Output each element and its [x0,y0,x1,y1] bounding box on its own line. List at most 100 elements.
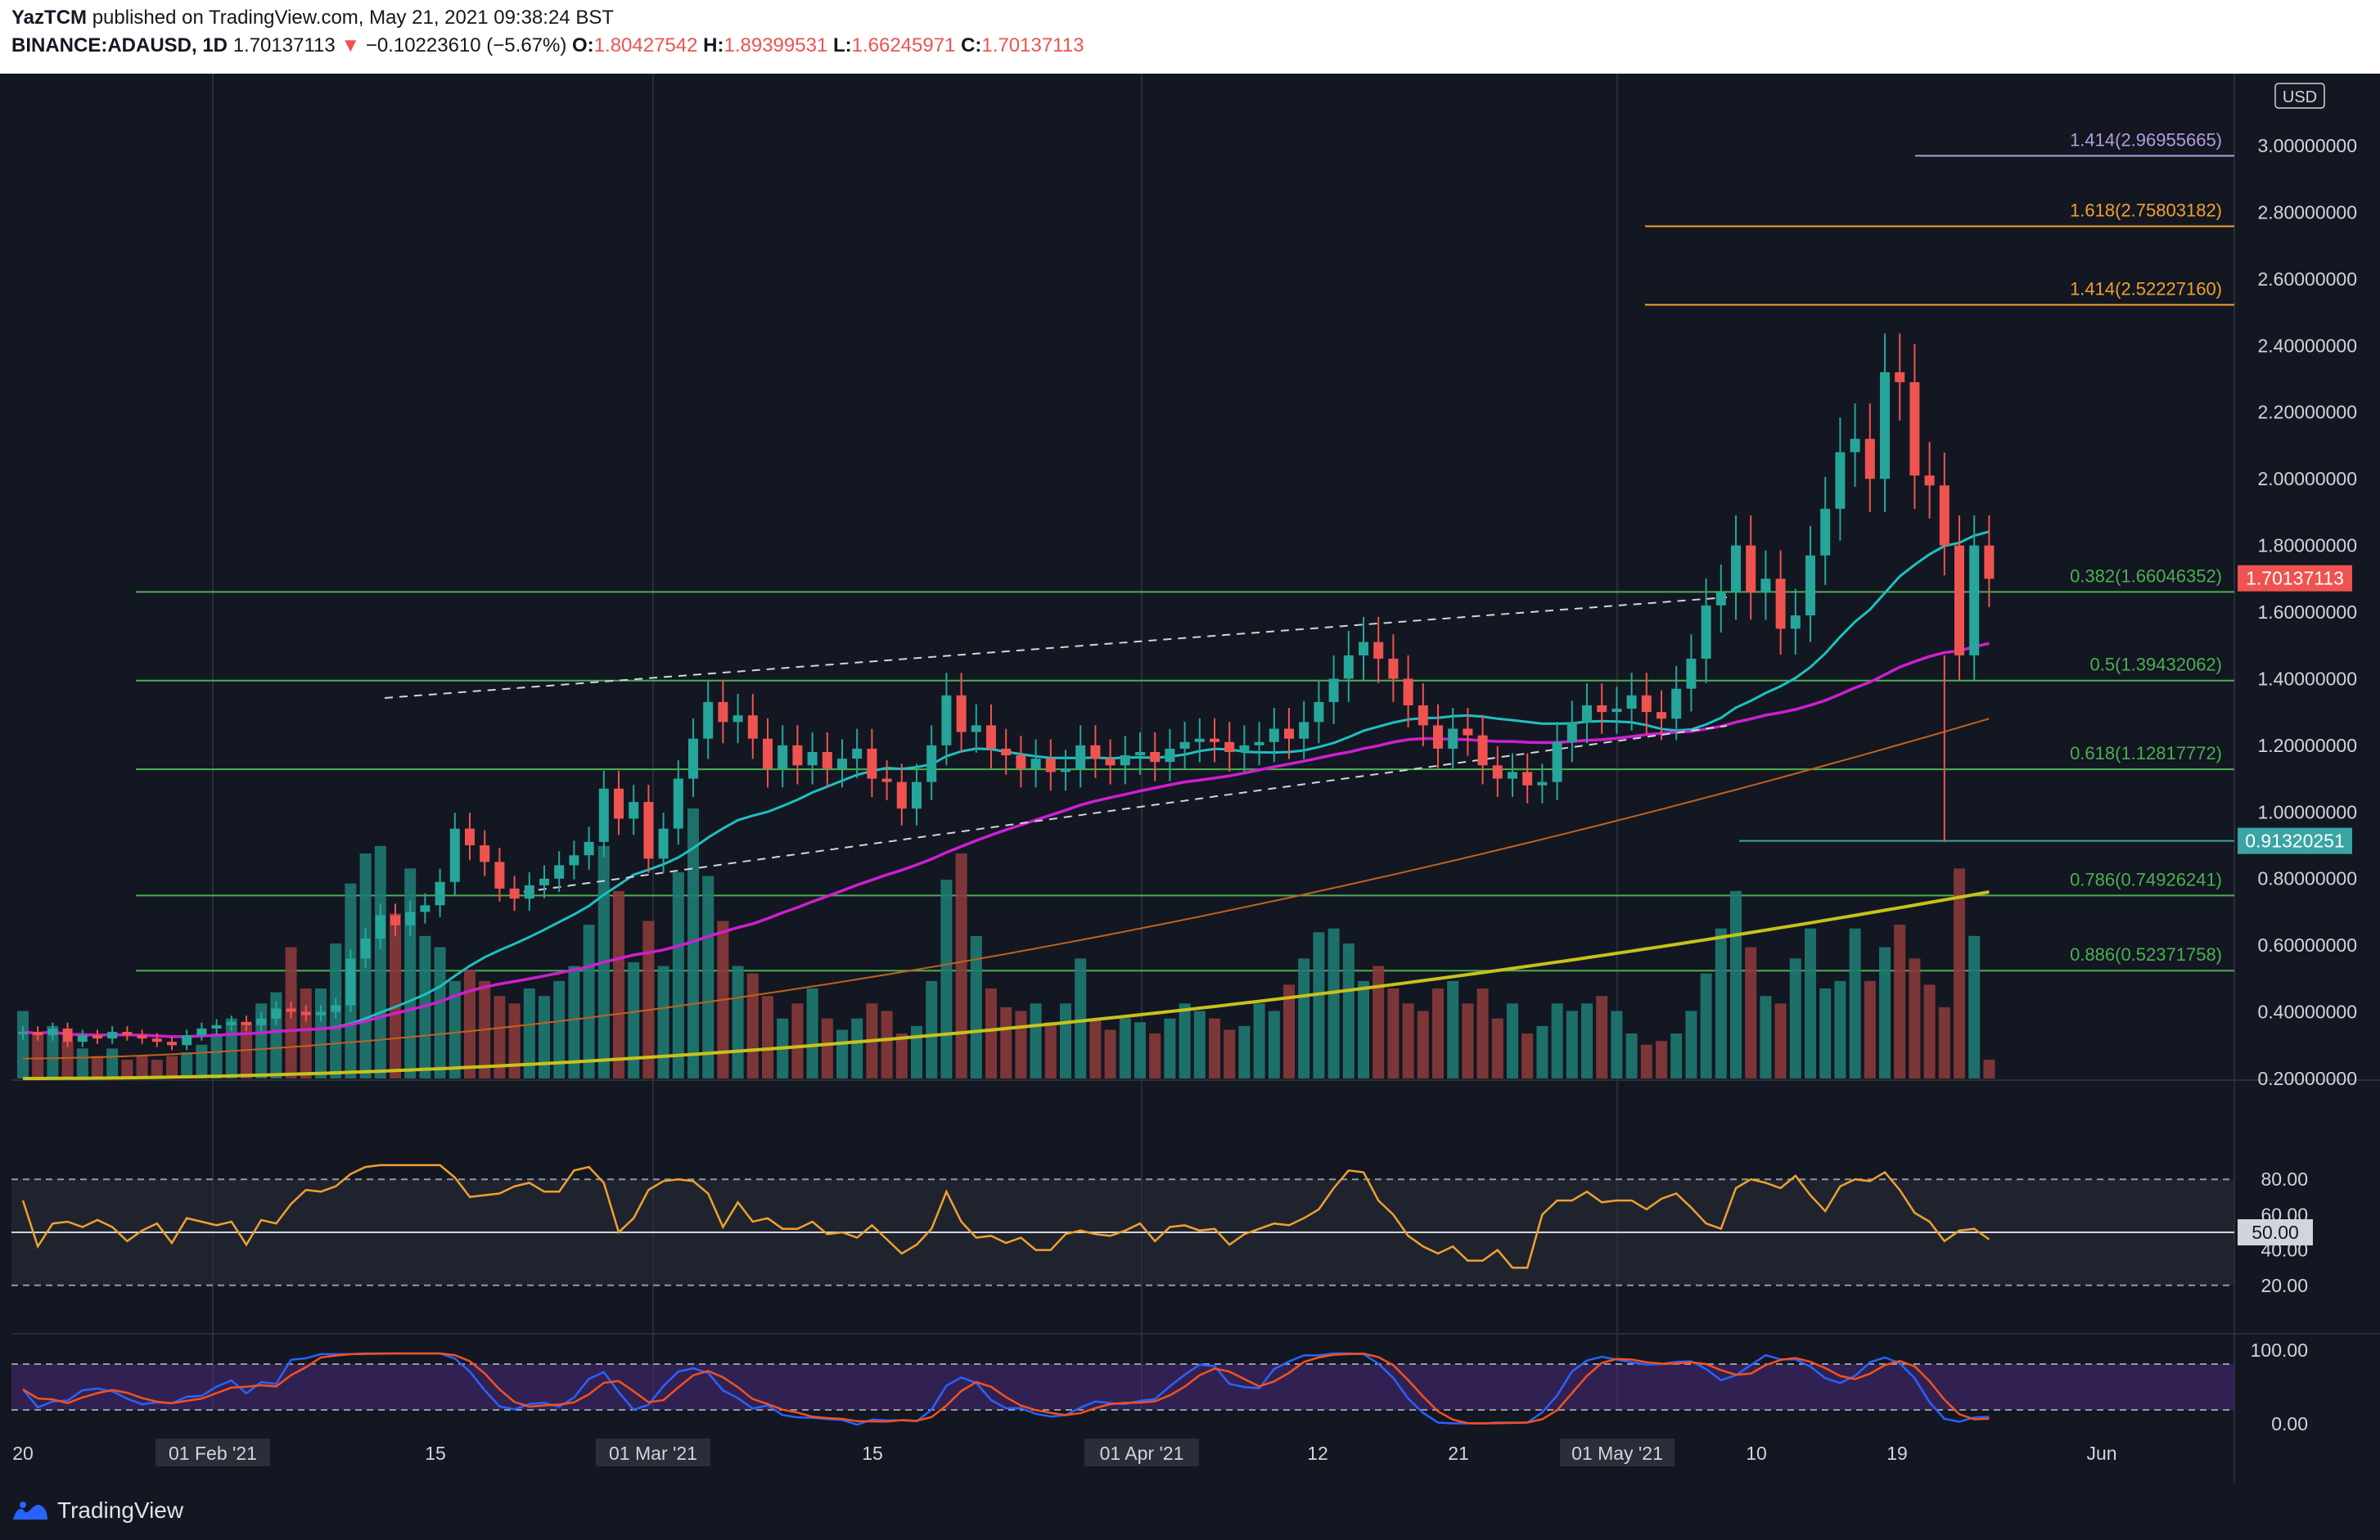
author-name[interactable]: YazTCM [11,7,88,29]
candle-body [1746,545,1756,592]
candle-body [77,1035,88,1042]
volume-bar [806,988,818,1078]
candle-body [182,1035,192,1046]
volume-bar [151,1060,163,1078]
time-tick-label: 01 Feb '21 [169,1443,257,1464]
fib-label: 1.414(2.52227160) [2070,279,2222,299]
price-tick-label: 2.80000000 [2257,201,2357,223]
tradingview-brand[interactable]: TradingView [11,1497,183,1524]
candle-body [1492,765,1503,779]
volume-bar [92,1056,103,1078]
candle-body [1179,741,1190,749]
open-label: O: [572,34,594,56]
candle-body [837,759,847,769]
rsi-tick-label: 40.00 [2261,1240,2308,1261]
volume-bar [1805,928,1816,1078]
tradingview-logo-icon [13,1502,47,1520]
candle-body [286,1008,296,1012]
volume-bar [1864,980,1876,1078]
candle-body [1388,659,1399,679]
volume-bar [1640,1044,1652,1078]
candle-body [1328,678,1339,702]
volume-bar [61,1041,74,1078]
candle-body [1061,768,1071,772]
volume-bar [1894,925,1906,1078]
volume-bar [851,1018,863,1078]
volume-bar [568,966,580,1078]
low-value: 1.66245971 [851,34,956,56]
volume-bar [1149,1033,1161,1078]
price-tick-label: 2.40000000 [2257,335,2357,356]
stoch-d-line [22,1352,1990,1425]
volume-bar [1387,988,1400,1078]
candle-body [256,1018,267,1025]
volume-bar [1521,1033,1534,1078]
last-price-label: 1.70137113 [2246,568,2344,589]
volume-bar [449,980,461,1078]
candle-body [1582,705,1592,723]
candle-body [1939,485,1950,546]
volume-bar [121,1060,133,1078]
candle-body [18,1032,28,1034]
symbol-label[interactable]: BINANCE:ADAUSD, 1D [11,34,228,56]
price-axis[interactable]: 3.00000000 2.80000000 2.60000000 2.40000000… [2238,83,2357,1434]
volume-bar [791,1003,804,1078]
candle-body [1075,745,1086,769]
candle-body [658,828,669,859]
candle-body [1150,752,1161,763]
stoch-rsi-pane [11,1352,2234,1426]
brand-name: TradingView [57,1497,184,1523]
volume-bar [210,1033,223,1078]
volume-bar [1179,1003,1191,1078]
candle-body [1657,712,1666,719]
volume-bar [1030,1003,1042,1078]
candle-body [33,1032,43,1036]
candle-body [375,915,385,939]
volume-bar [583,925,595,1078]
high-label: H: [703,34,724,56]
time-tick-label: 20 [12,1443,34,1464]
candle-body [1880,371,1890,480]
publish-text: published on TradingView.com, May 21, 20… [92,7,614,29]
candle-body [941,695,952,745]
candle-body [539,878,549,885]
stoch-tick-label: 100.00 [2251,1340,2308,1361]
candles [18,333,1995,1051]
time-tick-badge [1560,1439,1675,1466]
volume-bar [1015,1011,1027,1078]
candle-body [971,725,981,732]
volume-bar [1745,947,1757,1078]
candle-body [405,912,416,925]
candle-body [331,1005,341,1012]
time-tick-label: 21 [1448,1443,1469,1464]
time-axis[interactable]: 20 01 Feb '21 15 01 Mar '21 15 01 Apr '21 12 21… [12,1439,2117,1466]
candle-body [1045,759,1056,772]
price-chart[interactable]: 1.414(2.96955665) 1.618(2.75803182) 1.414(… [0,74,2380,1483]
candle-body [912,781,922,809]
volume-bar [836,1029,848,1078]
volume-bar [1491,1018,1503,1078]
candle-body [167,1042,177,1046]
fib-label: 0.886(0.52371758) [2070,944,2222,965]
candle-body [107,1032,118,1039]
candle-body [778,745,788,769]
candle-body [1090,745,1101,759]
candle-body [1120,755,1130,766]
close-value: 1.70137113 [981,34,1084,56]
rsi-mid-badge [2238,1219,2313,1245]
candle-body [732,715,743,723]
stoch-tick-label: 0.00 [2271,1413,2308,1434]
candle-body [1165,748,1175,763]
time-tick-label: 01 May '21 [1571,1443,1663,1464]
volume-bar [1670,1033,1683,1078]
volume-bar [1209,1018,1220,1078]
candle-body [1030,759,1041,769]
volume-bar [1089,1018,1102,1078]
volume-bar [1268,1011,1280,1078]
volume-bar [136,1056,148,1078]
volume-bar [17,1011,29,1078]
time-tick-badge [156,1439,270,1466]
candle-body [598,788,609,842]
price-tick-label: 1.40000000 [2257,668,2357,689]
candle-body [1760,579,1771,592]
